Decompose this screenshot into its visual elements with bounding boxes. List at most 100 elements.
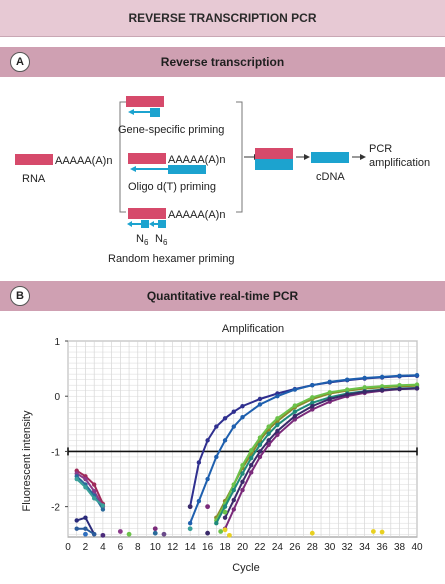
x-tick-label: 26 — [289, 542, 301, 553]
oligo-dt-rna — [128, 153, 166, 164]
series-point — [83, 476, 88, 482]
series-point — [275, 416, 280, 421]
series-point — [310, 407, 315, 412]
baseline-point — [187, 504, 193, 510]
series-point — [397, 382, 402, 388]
baseline-point — [100, 532, 106, 538]
gene-specific-label: Gene-specific priming — [118, 124, 224, 136]
oligo-dt-arrowhead — [130, 166, 136, 172]
chart-title: Amplification — [222, 323, 284, 335]
n6-label-2: N6 — [155, 233, 168, 247]
series-point — [205, 438, 210, 443]
n6-label-1: N6 — [136, 233, 149, 247]
baseline-point — [222, 509, 228, 515]
series-point — [345, 387, 350, 392]
qpcr-chart-panel: Amplification Cycle Fluorescent intensit… — [0, 311, 445, 579]
series-point — [91, 532, 97, 537]
x-tick-label: 10 — [150, 542, 162, 553]
page-header: REVERSE TRANSCRIPTION PCR — [0, 0, 445, 37]
amplification-chart: Amplification Cycle Fluorescent intensit… — [21, 323, 423, 574]
series-point — [231, 424, 236, 429]
hexamer-arrowhead-2 — [149, 221, 154, 227]
baseline-point — [117, 529, 123, 534]
chart-ticks: 0 2 4 6 8 10 12 14 16 18 20 22 24 26 28 30 32 34 36 38 4010-… — [51, 337, 423, 553]
series-point — [362, 385, 367, 390]
baseline-point — [205, 504, 211, 510]
series-point — [327, 390, 332, 395]
oligo-dt-label: Oligo d(T) priming — [128, 181, 216, 193]
series-point — [231, 487, 236, 493]
gene-specific-rna — [126, 96, 164, 107]
arrow-to-cdna-head — [304, 154, 310, 160]
series-point — [240, 487, 245, 493]
series-point — [196, 498, 202, 504]
x-tick-label: 8 — [135, 542, 141, 553]
x-tick-label: 32 — [342, 542, 354, 553]
series-point — [83, 485, 88, 490]
pcr-label-line1: PCR — [369, 143, 392, 155]
series-point — [292, 413, 298, 419]
series-point — [345, 377, 350, 382]
series-point — [266, 438, 271, 443]
series-point — [257, 454, 263, 460]
rna-label: RNA — [22, 173, 46, 185]
series-point — [231, 507, 236, 512]
y-tick-label: 0 — [54, 392, 60, 403]
oligo-dt-primer — [168, 165, 206, 174]
series-point — [292, 409, 298, 414]
series-point — [275, 394, 280, 399]
series-point — [74, 526, 79, 531]
series-point — [397, 386, 402, 392]
series-point — [205, 476, 210, 482]
series-point — [231, 409, 236, 414]
cdna-strand — [311, 152, 349, 163]
series-point — [222, 416, 228, 421]
section-a-title: Reverse transcription — [160, 55, 285, 69]
series-point — [91, 482, 97, 487]
baseline-point — [379, 529, 385, 535]
section-a-header: A Reverse transcription — [0, 47, 445, 77]
hexamer-arrowhead-1 — [127, 221, 132, 227]
series-point — [310, 382, 315, 388]
x-tick-label: 28 — [307, 542, 319, 553]
series-point — [310, 400, 315, 406]
baseline-point — [152, 526, 158, 532]
series-point — [249, 470, 254, 475]
chart-grid — [67, 340, 418, 538]
baseline-point — [218, 529, 224, 534]
series-point — [257, 449, 263, 454]
series-line-8 — [76, 469, 104, 505]
arrow-to-pcr-head — [360, 154, 366, 160]
series-point — [292, 403, 298, 408]
gene-specific-arrowhead — [128, 109, 134, 115]
y-axis-label: Fluorescent intensity — [21, 410, 33, 511]
x-tick-label: 36 — [377, 542, 389, 553]
baseline-point — [126, 531, 132, 537]
series-point — [249, 455, 254, 461]
series-point — [275, 422, 280, 428]
y-tick-label: 1 — [54, 337, 60, 348]
baseline-point — [370, 529, 376, 534]
series-line-4 — [215, 383, 418, 521]
series-point — [74, 518, 79, 523]
series-point — [275, 428, 280, 434]
series-point — [240, 463, 245, 468]
series-point — [240, 471, 245, 476]
x-tick-label: 40 — [411, 542, 423, 553]
x-tick-label: 2 — [83, 542, 89, 553]
baseline-point — [222, 527, 228, 533]
series-point — [196, 460, 202, 465]
reverse-transcription-diagram: AAAAA(A)n RNA Gene-specific priming AAAA… — [0, 84, 445, 281]
series-point — [214, 520, 219, 526]
baseline-point — [187, 526, 193, 532]
series-point — [414, 373, 420, 378]
x-tick-label: 0 — [65, 542, 71, 553]
series-point — [327, 379, 332, 385]
oligo-dt-polya: AAAAA(A)n — [168, 154, 225, 166]
series-line-9 — [76, 472, 104, 508]
x-axis-label: Cycle — [232, 562, 260, 574]
hexamer-primer-1 — [141, 220, 149, 228]
series-point — [214, 424, 219, 429]
hybrid-rna — [255, 148, 293, 159]
hexamer-primer-2 — [158, 220, 166, 228]
